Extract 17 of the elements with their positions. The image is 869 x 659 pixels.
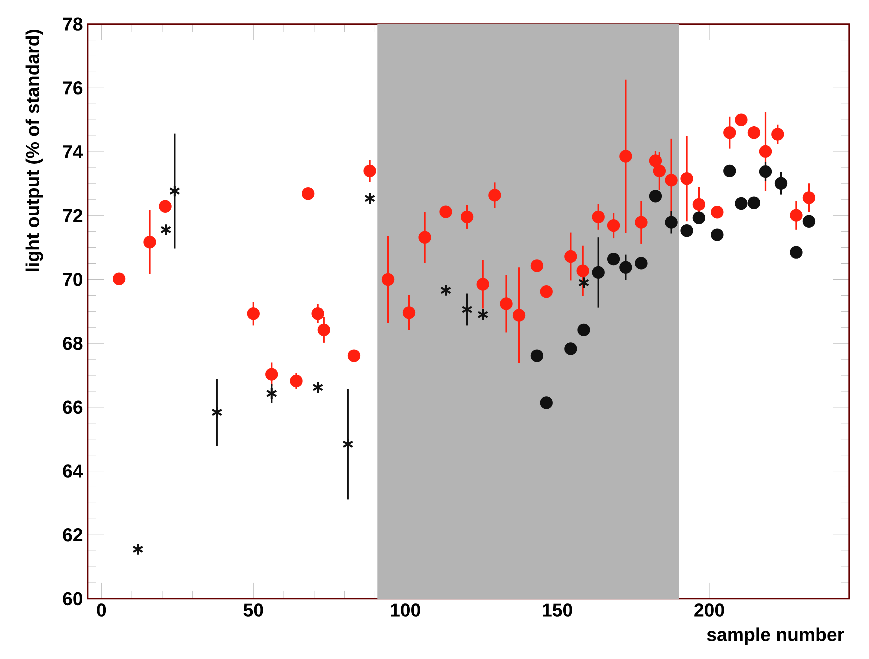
x-axis-title: sample number bbox=[707, 628, 844, 646]
x-tick-label: 50 bbox=[244, 604, 264, 617]
y-tick-label: 60 bbox=[63, 592, 83, 606]
x-tick-label: 200 bbox=[694, 604, 724, 617]
y-tick-label: 66 bbox=[63, 400, 83, 414]
y-axis-title: light output (% of standard) bbox=[26, 30, 44, 272]
x-tick-label: 150 bbox=[543, 604, 572, 617]
x-tick-label: 100 bbox=[391, 604, 420, 617]
y-tick-label: 70 bbox=[63, 273, 83, 286]
y-tick-label: 62 bbox=[63, 528, 83, 542]
y-tick-label: 64 bbox=[63, 464, 84, 478]
y-tick-label: 78 bbox=[63, 18, 83, 31]
y-tick-label: 68 bbox=[63, 336, 83, 350]
y-tick-label: 72 bbox=[63, 209, 83, 222]
x-tick-label: 0 bbox=[97, 604, 106, 617]
y-tick-label: 74 bbox=[63, 146, 84, 158]
y-tick-label: 76 bbox=[63, 82, 83, 95]
